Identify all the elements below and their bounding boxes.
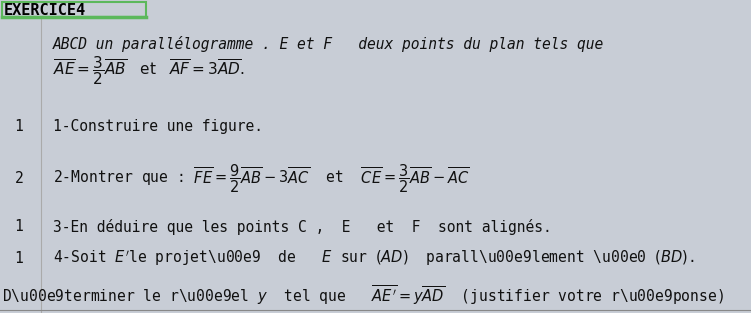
Text: EXERCICE4: EXERCICE4 [4, 3, 86, 18]
Text: 4-Soit $E'$le projet\u00e9  de   $E$ sur $(AD)$  parall\u00e9lement \u00e0 $(BD): 4-Soit $E'$le projet\u00e9 de $E$ sur $(… [53, 249, 694, 268]
Text: $\overline{AE}=\dfrac{3}{2}\overline{AB}$   et   $\overline{AF}=3\overline{AD}.$: $\overline{AE}=\dfrac{3}{2}\overline{AB}… [53, 54, 244, 87]
Bar [2, 2, 146, 17]
Text: 3-En déduire que les points C ,  E   et  F  sont alignés.: 3-En déduire que les points C , E et F s… [53, 219, 551, 235]
Text: ABCD un parallélogramme . E et F   deux points du plan tels que: ABCD un parallélogramme . E et F deux po… [53, 36, 604, 52]
Text: 1: 1 [14, 119, 23, 134]
Text: 2-Montrer que : $\overline{FE}=\dfrac{9}{2}\overline{AB}-3\overline{AC}$  et  $\: 2-Montrer que : $\overline{FE}=\dfrac{9}… [53, 162, 469, 195]
Text: 1: 1 [14, 219, 23, 234]
Text: D\u00e9terminer le r\u00e9el $y$  tel que   $\overline{AE'}=y\overline{AD}$  (ju: D\u00e9terminer le r\u00e9el $y$ tel que… [2, 284, 723, 307]
Text: 1-Construire une figure.: 1-Construire une figure. [53, 119, 263, 134]
Text: 2: 2 [14, 171, 23, 186]
Text: 1: 1 [14, 251, 23, 266]
